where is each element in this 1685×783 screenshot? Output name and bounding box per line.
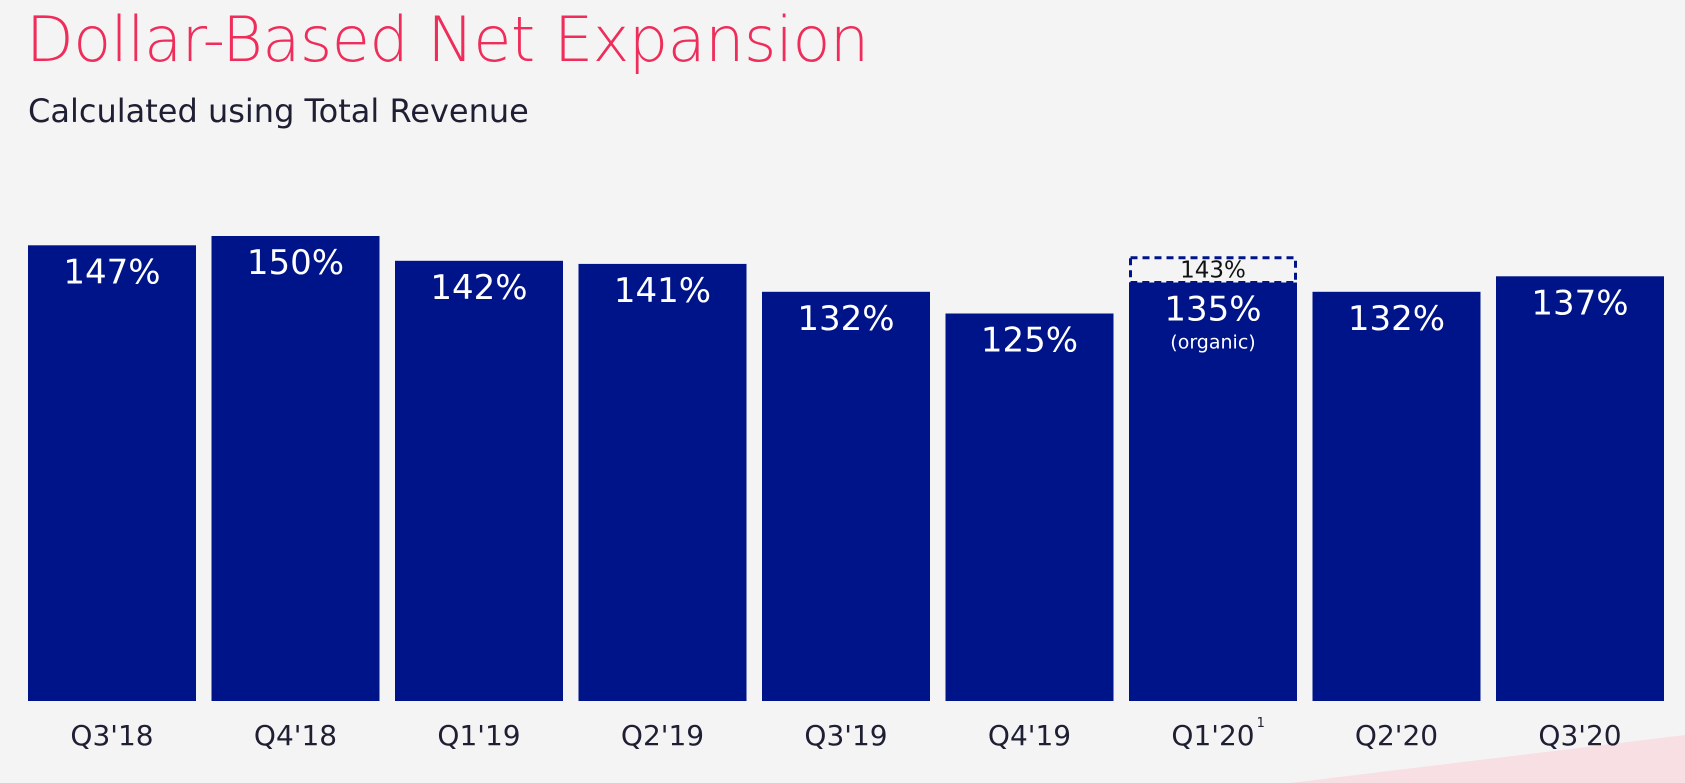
bar-value-label: 125% [981,321,1078,361]
bar-Q1'20 [1129,282,1297,701]
bar-Q4'18 [211,236,380,701]
bar-Q2'20 [1312,291,1481,701]
corner-accent-shape [1290,735,1685,783]
page-title: Dollar-Based Net Expansion [26,3,869,76]
bar-value-label: 141% [614,271,711,311]
bar-Q3'19 [762,291,930,701]
category-label: Q4'19 [988,719,1071,752]
bars-layer [28,236,1664,702]
bar-value-label: 135% [1164,290,1261,330]
bar-value-label: 137% [1531,283,1628,323]
category-label: Q4'18 [254,719,337,752]
category-label: Q3'18 [70,719,153,752]
bar-Q2'19 [578,263,747,701]
bar-note-label: (organic) [1170,332,1255,354]
category-label: Q2'20 [1355,719,1438,752]
bar-value-label: 147% [63,252,160,292]
bar-Q1'19 [395,260,563,701]
page-subtitle: Calculated using Total Revenue [28,92,529,130]
category-label: Q2'19 [621,719,704,752]
bar-value-label: 132% [1348,299,1445,339]
bar-value-label: 150% [247,243,344,283]
category-label: Q1'19 [437,719,520,752]
category-label: Q3'20 [1538,719,1621,752]
category-label: Q3'19 [804,719,887,752]
labels-layer: 147% Q3'18 150% Q4'18 142% Q1'19 141% Q2'19 132%… [63,243,1628,752]
highlight-value-label: 143% [1180,258,1246,284]
bar-value-label: 142% [430,268,527,308]
bar-value-label: 132% [797,299,894,339]
bar-Q4'19 [945,313,1114,701]
category-label: Q1'20 [1171,719,1254,752]
bar-Q3'20 [1496,276,1664,701]
bar-Q3'18 [28,245,196,702]
category-footnote-marker: 1 [1257,716,1265,731]
